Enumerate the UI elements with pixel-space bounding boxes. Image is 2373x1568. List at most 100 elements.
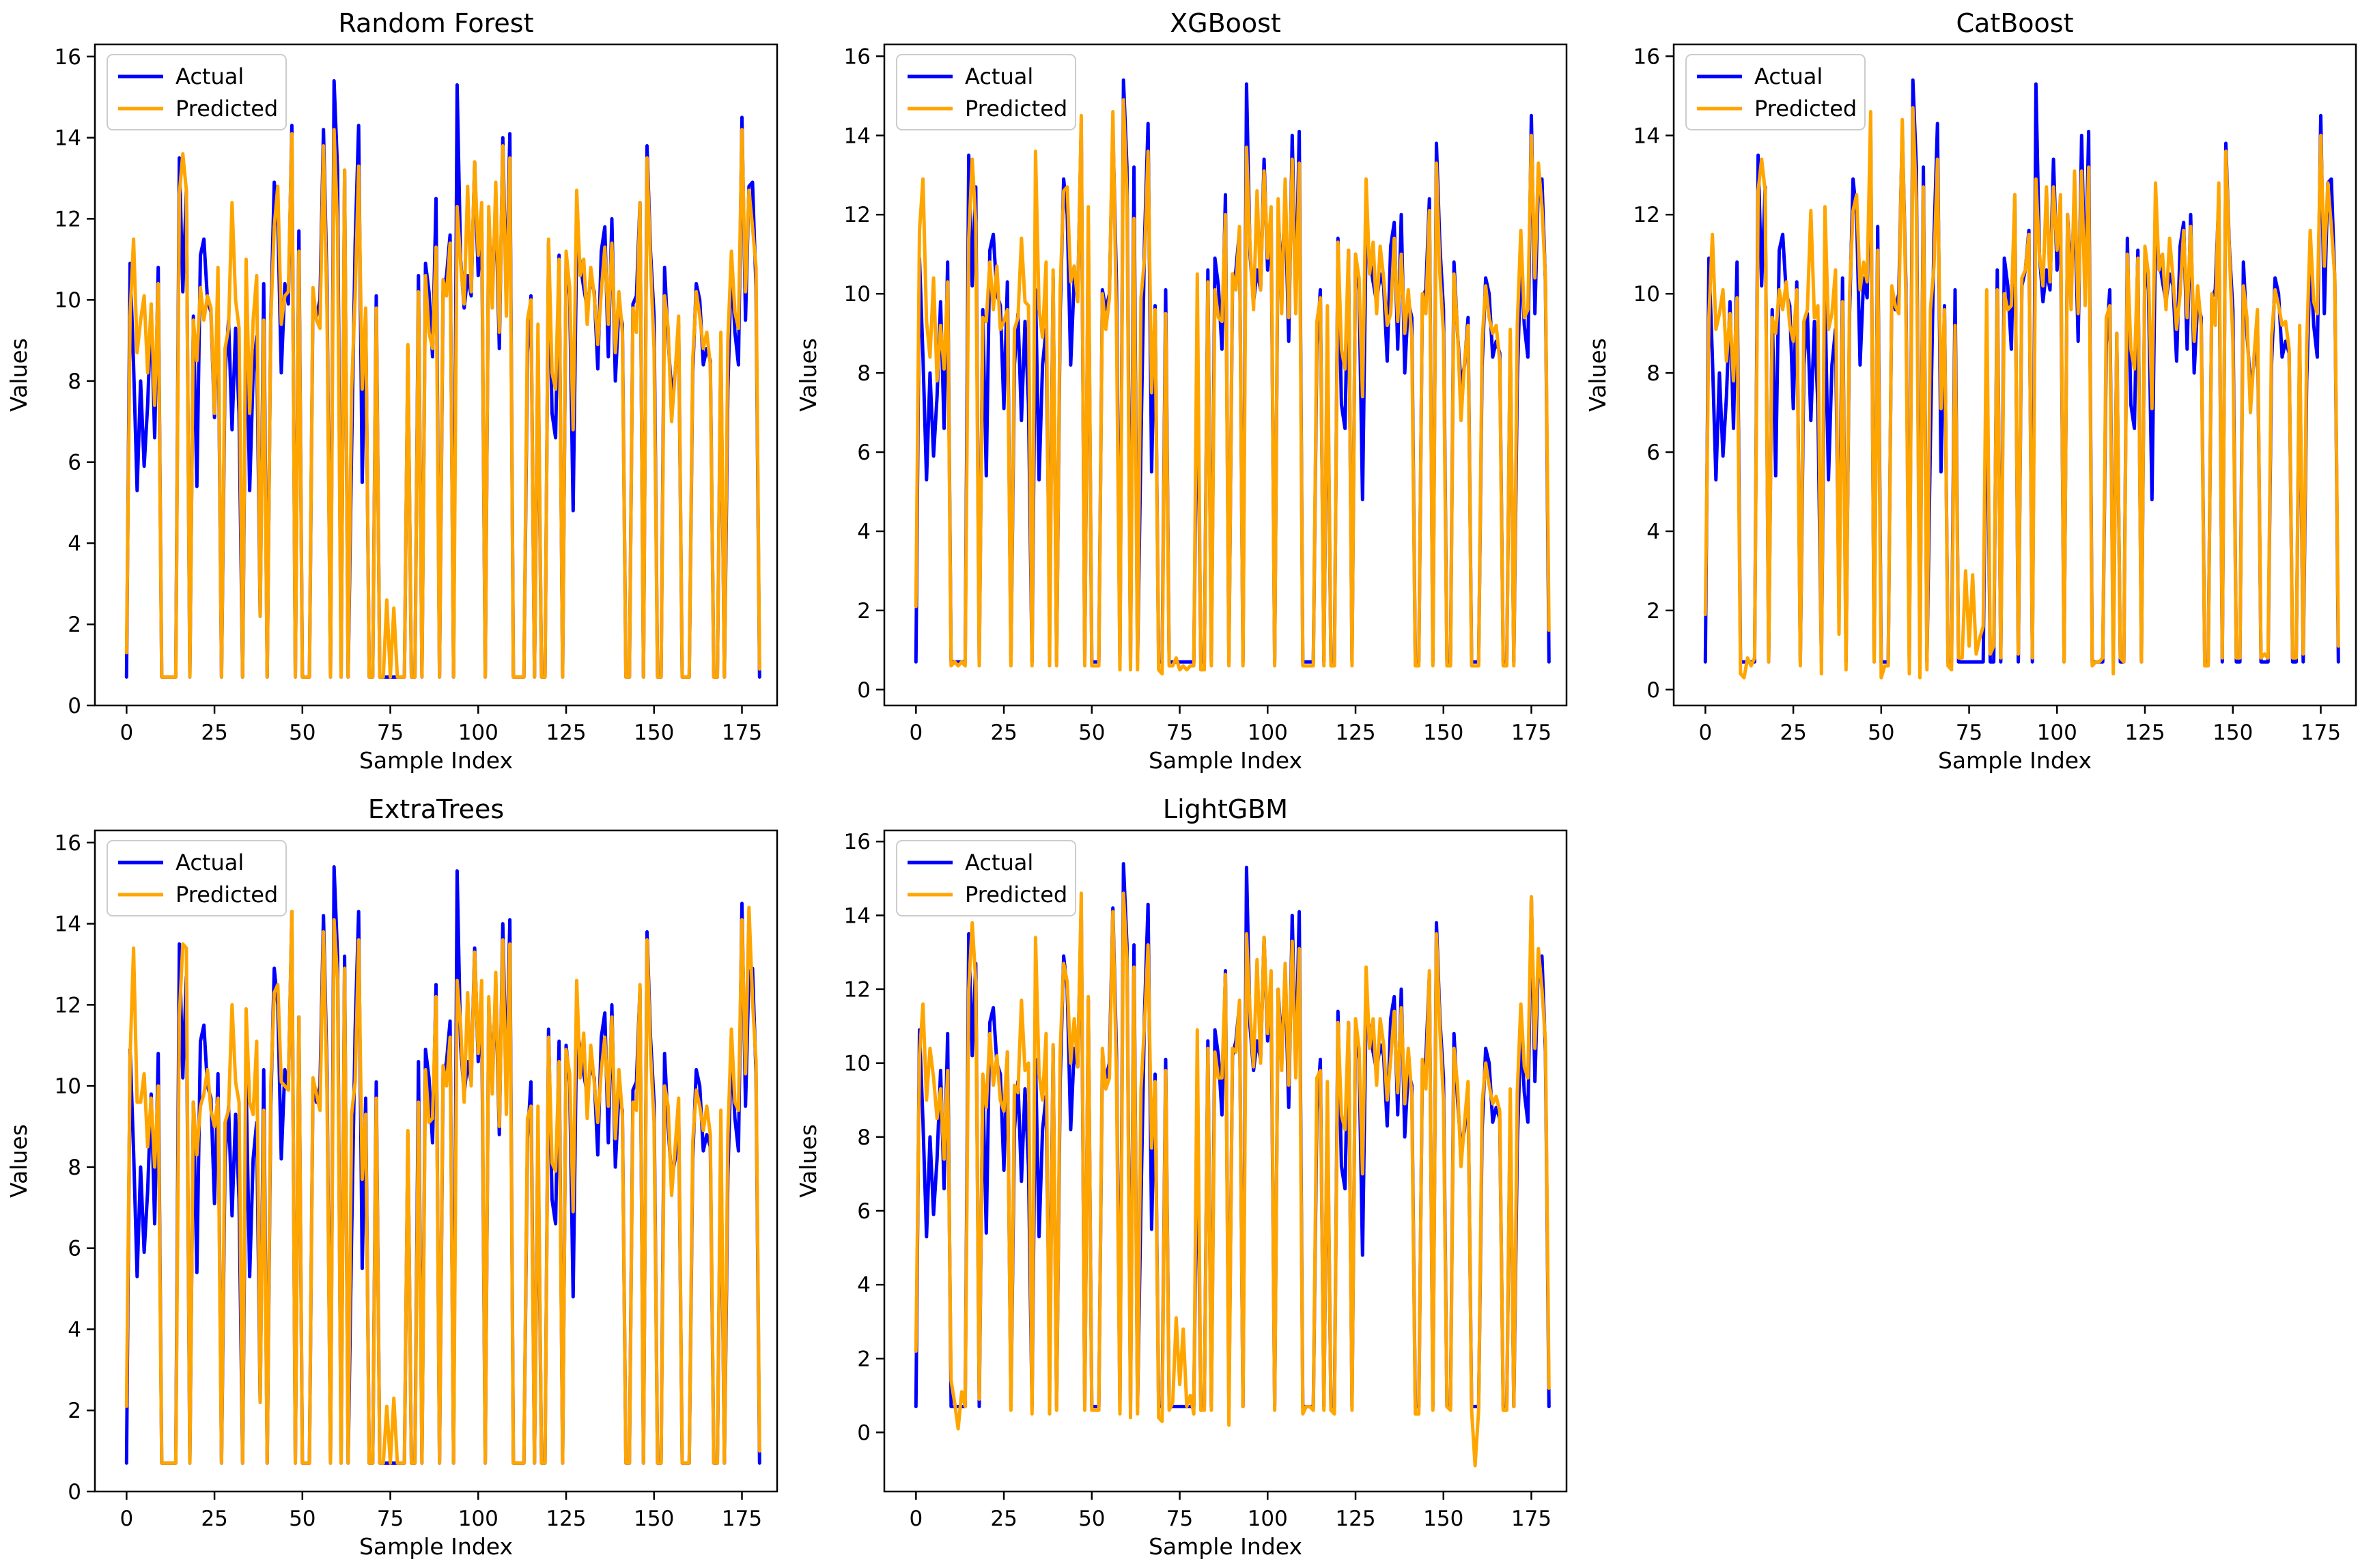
y-tick-label: 16 — [844, 44, 871, 69]
x-tick-label: 100 — [458, 1507, 499, 1531]
x-tick-label: 25 — [990, 1507, 1017, 1531]
y-axis-label: Values — [5, 1124, 32, 1198]
x-tick-label: 100 — [1248, 1507, 1288, 1531]
y-tick-label: 8 — [1646, 361, 1660, 386]
y-tick-label: 16 — [55, 831, 81, 856]
x-tick-label: 50 — [289, 720, 315, 745]
x-tick-label: 125 — [1335, 720, 1375, 745]
y-tick-label: 2 — [857, 1347, 871, 1371]
y-tick-label: 2 — [857, 599, 871, 624]
x-axis-label: Sample Index — [359, 747, 513, 774]
series-lines — [124, 79, 761, 679]
x-tick-label: 150 — [634, 720, 674, 745]
chart-panel-5: 0 25 50 75 100 125 150 175 0 2 4 6 8 10 12 14 16 LightGBM… — [795, 794, 1568, 1560]
y-axis-label: Values — [795, 1124, 822, 1198]
series-lines — [914, 862, 1551, 1468]
series-lines — [124, 865, 761, 1465]
legend-box — [107, 54, 287, 130]
x-tick-label: 0 — [120, 720, 133, 745]
y-tick-label: 12 — [55, 207, 81, 232]
legend-label-predicted: Predicted — [1754, 96, 1857, 122]
legend: Actual Predicted — [896, 840, 1076, 916]
y-tick-label: 0 — [68, 1480, 81, 1504]
chart-panel-3: 0 25 50 75 100 125 150 175 0 2 4 6 8 10 12 14 16 CatBoost… — [1584, 8, 2357, 774]
series-line-predicted — [1703, 106, 2340, 680]
legend-box — [896, 54, 1076, 130]
y-axis-label: Values — [1584, 338, 1611, 412]
x-tick-label: 175 — [2301, 720, 2341, 745]
x-tick-label: 25 — [201, 720, 227, 745]
y-tick-label: 4 — [857, 1273, 871, 1298]
y-axis-label: Values — [5, 338, 32, 412]
chart-title: CatBoost — [1956, 8, 2074, 38]
x-tick-label: 125 — [1335, 1507, 1375, 1531]
chart-title: ExtraTrees — [368, 794, 504, 824]
legend: Actual Predicted — [896, 54, 1076, 130]
x-tick-label: 75 — [1956, 720, 1982, 745]
y-tick-label: 14 — [844, 124, 871, 148]
legend-label-predicted: Predicted — [965, 96, 1067, 122]
x-tick-label: 50 — [1868, 720, 1894, 745]
y-tick-label: 10 — [1633, 282, 1660, 307]
x-tick-label: 100 — [2037, 720, 2077, 745]
x-tick-label: 175 — [1511, 720, 1551, 745]
y-tick-label: 4 — [1646, 520, 1660, 544]
y-tick-label: 10 — [844, 1052, 871, 1076]
x-tick-label: 25 — [1780, 720, 1806, 745]
axes-frame — [1672, 43, 2357, 707]
series-line-predicted — [914, 891, 1551, 1468]
x-axis-label: Sample Index — [1149, 747, 1302, 774]
y-tick-label: 16 — [55, 45, 81, 70]
y-tick-label: 16 — [844, 830, 871, 854]
x-axis-label: Sample Index — [1938, 747, 2092, 774]
y-tick-label: 2 — [1646, 599, 1660, 624]
x-tick-label: 150 — [1423, 720, 1463, 745]
x-tick-label: 150 — [634, 1507, 674, 1531]
axes-frame — [94, 43, 778, 707]
x-tick-label: 175 — [722, 1507, 762, 1531]
x-tick-label: 125 — [546, 720, 586, 745]
y-tick-label: 16 — [1633, 44, 1660, 69]
y-tick-label: 6 — [857, 440, 871, 465]
series-line-predicted — [914, 98, 1551, 676]
y-tick-label: 0 — [68, 694, 81, 718]
x-tick-label: 75 — [377, 1507, 404, 1531]
y-tick-label: 6 — [68, 451, 81, 475]
x-tick-label: 150 — [1423, 1507, 1463, 1531]
legend-label-actual: Actual — [965, 64, 1033, 89]
y-tick-label: 6 — [68, 1237, 81, 1261]
y-tick-label: 4 — [68, 531, 81, 556]
y-tick-label: 10 — [55, 1074, 81, 1099]
legend-label-actual: Actual — [965, 850, 1033, 876]
axes-frame — [94, 829, 778, 1493]
x-tick-label: 50 — [289, 1507, 315, 1531]
x-tick-label: 100 — [1248, 720, 1288, 745]
x-tick-label: 175 — [1511, 1507, 1551, 1531]
x-tick-label: 75 — [1166, 1507, 1193, 1531]
x-tick-label: 25 — [201, 1507, 227, 1531]
x-tick-label: 0 — [1698, 720, 1712, 745]
y-tick-label: 10 — [844, 282, 871, 307]
x-tick-label: 75 — [1166, 720, 1193, 745]
y-tick-label: 0 — [857, 1420, 871, 1445]
series-line-predicted — [124, 128, 761, 679]
x-tick-label: 50 — [1078, 720, 1105, 745]
series-line-predicted — [124, 906, 761, 1465]
y-tick-label: 12 — [844, 203, 871, 227]
legend-label-predicted: Predicted — [175, 882, 278, 908]
legend-label-predicted: Predicted — [175, 96, 278, 122]
y-tick-label: 0 — [857, 678, 871, 703]
x-tick-label: 0 — [120, 1507, 133, 1531]
y-tick-label: 6 — [857, 1199, 871, 1224]
y-tick-label: 2 — [68, 1399, 81, 1423]
x-tick-label: 150 — [2213, 720, 2253, 745]
y-tick-label: 2 — [68, 613, 81, 637]
chart-title: XGBoost — [1170, 8, 1281, 38]
x-tick-label: 50 — [1078, 1507, 1105, 1531]
x-axis-label: Sample Index — [359, 1533, 513, 1560]
y-tick-label: 4 — [857, 520, 871, 544]
x-tick-label: 175 — [722, 720, 762, 745]
y-tick-label: 12 — [1633, 203, 1660, 227]
x-tick-label: 0 — [909, 720, 923, 745]
legend-label-actual: Actual — [175, 850, 244, 876]
